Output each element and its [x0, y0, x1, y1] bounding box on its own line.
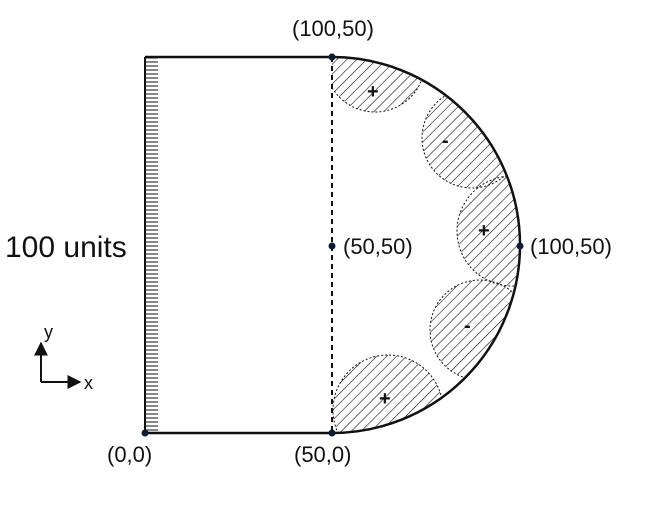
circle-sign-1: +: [367, 81, 379, 103]
label-right-tip: (100,50): [530, 234, 612, 259]
label-top-mid: (100,50): [292, 16, 374, 41]
circle-sign-2: -: [442, 130, 449, 152]
point-bottom-mid: [328, 429, 336, 437]
point-origin: [141, 429, 149, 437]
y-axis-label: y: [44, 322, 53, 342]
label-origin: (0,0): [107, 442, 152, 467]
point-center: [328, 242, 336, 250]
fixed-wall-hatch: [145, 57, 158, 433]
point-right-tip: [516, 242, 524, 250]
circle-4: [429, 279, 520, 381]
circle-sign-4: -: [464, 315, 471, 337]
point-top-mid: [328, 53, 336, 61]
circle-3: [456, 175, 520, 287]
circle-sign-5: +: [379, 388, 391, 410]
label-bottom-mid: (50,0): [294, 442, 351, 467]
x-axis-label: x: [84, 373, 93, 393]
side-length-label: 100 units: [5, 231, 127, 264]
circle-sign-3: +: [478, 220, 490, 242]
label-center: (50,50): [343, 234, 413, 259]
